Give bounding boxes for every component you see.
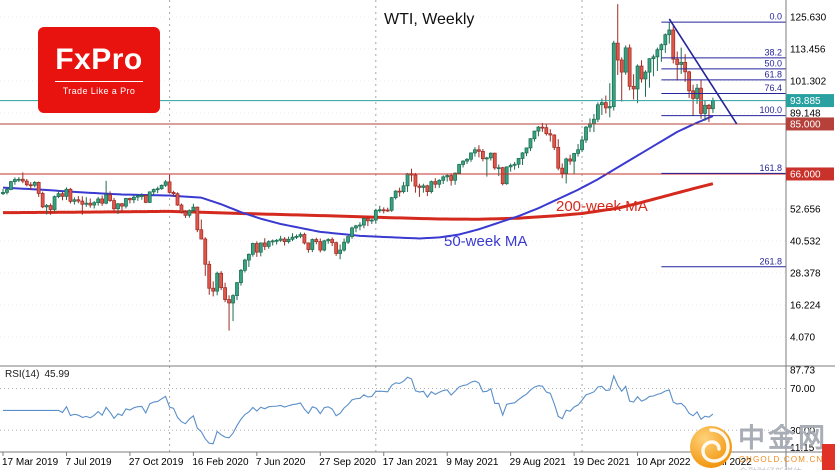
ma-50-label: 50-week MA [444,233,527,250]
watermark-domain: CNGOLD.COM.CN [739,455,824,464]
time-axis-label: 27 Oct 2019 [129,457,184,468]
fib-level-label: 100.0 [759,105,782,115]
rsi-axis-labels: 87.73 70.00 30.00 11.15 [790,366,815,455]
price-line-badge-label: 85.000 [790,119,821,130]
time-axis-label: 10 Apr 2022 [637,457,691,468]
cngold-watermark: 中金网 CNGOLD.COM.CN 金融财经新媒体 [686,424,835,470]
fib-level-label: 161.8 [759,163,782,173]
price-line-badge [786,167,834,181]
rsi-axis-label: 30.00 [790,426,815,437]
time-axis-label: 31 Jul 2022 [700,457,752,468]
price-line-badge-label: 66.000 [790,169,821,180]
rsi-indicator-label: RSI(14) 45.99 [5,369,69,380]
trend-elements[interactable] [668,18,738,125]
watermark-tagline: 金融财经新媒体 [739,465,802,470]
fib-level-label: 38.2 [764,47,782,57]
fib-level-label: 76.4 [764,83,782,93]
fib-level-label: 261.8 [759,256,782,266]
price-line-badge [786,117,834,131]
rsi-axis-label: 87.73 [790,366,815,377]
fib-level-label: 50.0 [764,58,782,68]
ma-200-series: 200-week MA [2,182,714,221]
time-axis-label: 7 Jul 2019 [65,457,112,468]
cngold-logo-icon [690,426,732,468]
price-axis-label: 101.302 [790,77,827,88]
fxpro-logo: FxPro Trade Like a Pro [38,27,160,113]
rsi-line [3,374,714,445]
year-separators [169,0,583,452]
time-axis-label: 9 May 2021 [446,457,499,468]
rsi-name: RSI(14) [5,369,40,380]
rsi-value: 45.99 [44,369,70,380]
price-axis-label: 89.148 [790,109,821,120]
time-axis-labels: 17 Mar 2019 7 Jul 2019 27 Oct 2019 16 Feb 2… [2,452,752,468]
price-axis-label: 52.656 [790,205,821,216]
time-axis-label: 17 Mar 2019 [2,457,59,468]
time-axis-label: 17 Jan 2021 [383,457,438,468]
price-axis-label: 40.532 [790,237,821,248]
price-line-badge-label: 93.885 [790,96,821,107]
price-axis-label: 28.378 [790,269,821,280]
fib-level-label: 0.0 [769,12,782,22]
price-axis-label: 113.456 [790,45,826,56]
fxpro-logo-tagline: Trade Like a Pro [62,85,136,96]
price-axis-labels: 125.630 113.456 101.302 89.148 52.656 40.532 2… [790,13,827,344]
logo-divider [55,80,143,82]
price-axis-badges: 93.885 85.000 66.000 [786,94,834,181]
price-axis-label: 16.224 [790,301,821,312]
rsi-axis-label: 70.00 [790,384,815,395]
time-axis-label: 7 Jun 2020 [256,457,306,468]
ma-50-series: 50-week MA [2,115,714,250]
ma-200-label: 200-week MA [556,198,648,215]
rsi-panel [0,374,786,445]
watermark-red-tab [822,444,835,470]
price-line-badge [786,94,834,108]
price-axis-label: 125.630 [790,13,827,24]
time-axis-label: 16 Feb 2020 [192,457,249,468]
trendline[interactable] [668,18,738,125]
fibonacci-retracement[interactable]: 0.0 38.250.061.8 76.4 100.0 161.8 261.8 [661,12,786,268]
price-axis-label: 4.070 [790,333,815,344]
time-axis-label: 19 Dec 2021 [573,457,630,468]
chart-title: WTI, Weekly [384,11,475,28]
time-axis-label: 27 Sep 2020 [319,457,376,468]
fib-level-label: 61.8 [764,69,782,79]
watermark-name: 中金网 [738,424,828,453]
time-axis-label: 29 Aug 2021 [510,457,567,468]
rsi-axis-label: 11.15 [790,443,815,454]
fxpro-logo-text: FxPro [55,42,143,76]
